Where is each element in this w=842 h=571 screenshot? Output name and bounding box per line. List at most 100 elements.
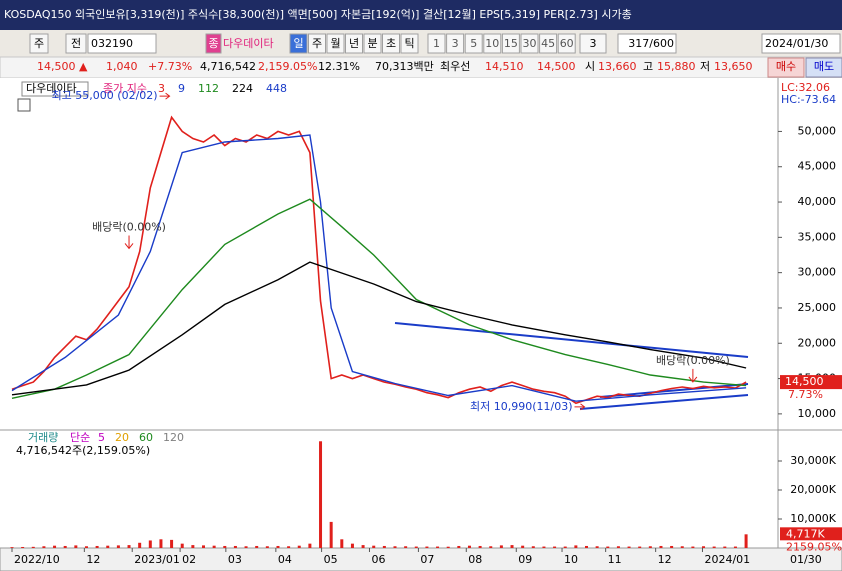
button-label: 3 — [590, 37, 597, 50]
quote-item: 최우선 — [440, 60, 470, 73]
volume-bar — [627, 546, 631, 548]
code-text: 032190 — [91, 37, 133, 50]
button[interactable] — [326, 33, 345, 54]
code-input[interactable] — [87, 33, 157, 54]
annotation-arrow — [574, 403, 586, 411]
volume-bar — [10, 547, 14, 548]
volume-bar — [138, 542, 142, 548]
button[interactable] — [539, 33, 558, 54]
button[interactable] — [205, 33, 222, 54]
volume-bar — [361, 545, 365, 548]
button-label: 60 — [560, 37, 574, 50]
y-tick-label: 30,000 — [798, 266, 837, 279]
volume-bar — [680, 546, 684, 548]
volume-bar — [414, 546, 418, 548]
volume-bar — [510, 545, 514, 548]
stock-name: 다우데이타 — [223, 37, 274, 50]
quote-item: 4,716,542 — [200, 60, 256, 73]
button[interactable] — [289, 33, 308, 54]
x-axis-bar — [0, 547, 842, 571]
button[interactable] — [382, 33, 400, 54]
volume-bar — [319, 441, 323, 548]
x-tick-label: 2024/01 — [704, 553, 750, 566]
date-box[interactable] — [761, 33, 841, 54]
volume-bar — [648, 546, 652, 548]
title-text: KOSDAQ150 외국인보유[3,319(천)] 주식수[38,300(천)]… — [4, 7, 632, 21]
quote-item: 15,880 — [657, 60, 696, 73]
volume-bar — [63, 545, 67, 548]
button[interactable] — [363, 33, 382, 54]
button[interactable] — [446, 33, 465, 54]
x-tick-label: 06 — [371, 553, 385, 566]
y-tick-label: 10,000 — [798, 407, 837, 420]
volume-legend-entry: 20 — [115, 431, 129, 444]
button[interactable] — [579, 33, 607, 54]
volume-bar — [159, 539, 163, 548]
volume-legend-entry: 60 — [139, 431, 153, 444]
quote-item: 고 — [643, 60, 653, 73]
button[interactable] — [400, 33, 419, 54]
button[interactable] — [427, 33, 446, 54]
button[interactable] — [557, 33, 576, 54]
volume-bar — [531, 546, 535, 548]
button-label: 3 — [452, 37, 459, 50]
volume-bar — [457, 545, 461, 548]
volume-bar — [276, 545, 280, 548]
y-tick-label: 45,000 — [798, 160, 837, 173]
volume-bar — [404, 546, 408, 548]
x-tick-label: 07 — [420, 553, 434, 566]
x-tick-label: 10 — [564, 553, 578, 566]
button-label: 30 — [523, 37, 537, 50]
sell-button[interactable] — [805, 57, 842, 78]
button[interactable] — [501, 33, 520, 54]
legend-name: 다우데이타 — [26, 82, 77, 95]
quote-item: 14,500 ▲ — [37, 60, 88, 73]
annotation-arrow — [159, 92, 171, 100]
quote-item: 2,159.05% — [258, 60, 317, 73]
volume-bar — [233, 545, 237, 548]
legend-entry: 3 — [158, 82, 165, 95]
volume-bar — [659, 545, 663, 548]
range-text: 317/600 — [628, 37, 674, 50]
volume-bar — [670, 545, 674, 548]
volume-bar — [180, 543, 184, 548]
volume-bar — [723, 546, 727, 548]
button[interactable] — [464, 33, 483, 54]
volume-bar — [106, 545, 110, 548]
volume-bar — [244, 546, 248, 548]
series-line — [11, 115, 747, 405]
volume-bar — [606, 546, 610, 548]
buy-button[interactable] — [767, 57, 805, 78]
button-label: 분 — [367, 37, 377, 50]
button[interactable] — [308, 33, 326, 54]
quote-item: 70,313백만 — [375, 60, 434, 73]
volume-bar — [702, 546, 706, 548]
button[interactable] — [483, 33, 502, 54]
y-tick-label: 40,000 — [798, 195, 837, 208]
button[interactable] — [29, 33, 49, 54]
y-tick-label: 35,000 — [798, 230, 837, 243]
volume-bar — [127, 545, 131, 548]
volume-bar — [350, 543, 354, 548]
volume-legend-entry: 5 — [98, 431, 105, 444]
x-tick-label: 04 — [278, 553, 292, 566]
volume-bar — [553, 546, 557, 548]
volume-bar — [308, 543, 312, 548]
y-tick-label: 25,000 — [798, 301, 837, 314]
volume-bar — [744, 534, 748, 548]
x-tick-label: 12 — [86, 553, 100, 566]
quote-item: 1,040 — [106, 60, 138, 73]
button[interactable] — [345, 33, 363, 54]
volume-bar — [191, 545, 195, 548]
button[interactable] — [520, 33, 539, 54]
button[interactable] — [65, 33, 87, 54]
volume-bar — [255, 545, 259, 548]
table-icon[interactable] — [17, 98, 31, 112]
quote-item: 시 — [585, 60, 595, 73]
volume-title: 거래량 — [28, 431, 58, 444]
volume-bar — [287, 546, 291, 548]
button-label: 종 — [208, 37, 218, 50]
volume-bar — [563, 546, 567, 548]
volume-bar — [425, 546, 429, 548]
